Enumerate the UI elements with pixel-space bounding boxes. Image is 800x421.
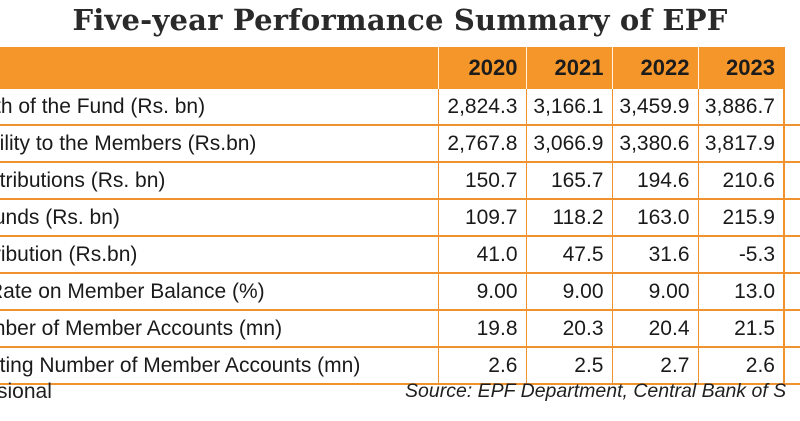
value-cell: 31.6 xyxy=(611,236,698,274)
value-cell: 3,380.6 xyxy=(611,125,698,163)
row-label-text: rth of the Fund (Rs. bn) xyxy=(0,94,206,118)
value-cell: 2.6 xyxy=(697,347,784,385)
value-cell: 20.4 xyxy=(611,310,698,348)
value-cell: 163.0 xyxy=(611,199,698,237)
header-cut-cell xyxy=(783,47,800,89)
value-cell: -5.3 xyxy=(697,236,784,274)
value-cell: 215.9 xyxy=(697,199,784,237)
value-cell: 3,066.9 xyxy=(525,125,612,163)
value-cell: 20.3 xyxy=(525,310,612,348)
table-row: tribution (Rs.bn) 41.0 47.5 31.6 -5.3 xyxy=(0,236,800,274)
row-label: rth of the Fund (Rs. bn) xyxy=(0,89,438,126)
year-header: 2020 xyxy=(437,47,526,89)
value-cell: 3,886.7 xyxy=(697,89,784,126)
value-cell: 3,817.9 xyxy=(697,125,784,163)
value-cell: 3,459.9 xyxy=(611,89,698,126)
value-cell: 109.7 xyxy=(437,199,526,237)
cut-cell xyxy=(783,273,800,311)
row-label-text: uting Number of Member Accounts (mn) xyxy=(0,353,361,377)
cut-cell xyxy=(783,310,800,348)
value-cell: 21.5 xyxy=(697,310,784,348)
value-cell: 2.7 xyxy=(611,347,698,385)
value-cell: 118.2 xyxy=(525,199,612,237)
row-label-text: tribution (Rs.bn) xyxy=(0,242,138,266)
year-header: 2021 xyxy=(525,47,612,89)
footnote: sional xyxy=(0,380,52,403)
cut-cell xyxy=(783,125,800,163)
row-label: Rate on Member Balance (%) xyxy=(0,273,438,311)
row-label: tribution (Rs.bn) xyxy=(0,236,438,274)
table-row: Rate on Member Balance (%) 9.00 9.00 9.00 13… xyxy=(0,273,800,311)
row-label: uting Number of Member Accounts (mn) xyxy=(0,347,438,385)
row-label: mber of Member Accounts (mn) xyxy=(0,310,438,348)
value-cell: 2,824.3 xyxy=(437,89,526,126)
header-label-cell xyxy=(0,47,438,89)
value-cell: 194.6 xyxy=(611,162,698,200)
row-label-text: Rate on Member Balance (%) xyxy=(0,279,265,303)
value-cell: 9.00 xyxy=(437,273,526,311)
value-cell: 2,767.8 xyxy=(437,125,526,163)
value-cell: 3,166.1 xyxy=(525,89,612,126)
year-header: 2022 xyxy=(611,47,698,89)
table-row: bility to the Members (Rs.bn) 2,767.8 3,06… xyxy=(0,125,800,163)
value-cell: 19.8 xyxy=(437,310,526,348)
row-label: bility to the Members (Rs.bn) xyxy=(0,125,438,163)
value-cell: 150.7 xyxy=(437,162,526,200)
table-row: mber of Member Accounts (mn) 19.8 20.3 20.4… xyxy=(0,310,800,348)
value-cell: 2.5 xyxy=(525,347,612,385)
cut-cell xyxy=(783,199,800,237)
value-cell: 9.00 xyxy=(525,273,612,311)
row-label-text: funds (Rs. bn) xyxy=(0,205,120,229)
row-label-text: mber of Member Accounts (mn) xyxy=(0,316,283,340)
value-cell: 13.0 xyxy=(697,273,784,311)
row-label: funds (Rs. bn) xyxy=(0,199,438,237)
cut-cell xyxy=(783,89,800,126)
table-row: rth of the Fund (Rs. bn) 2,824.3 3,166.1 3,… xyxy=(0,89,800,126)
value-cell: 2.6 xyxy=(437,347,526,385)
value-cell: 165.7 xyxy=(525,162,612,200)
value-cell: 9.00 xyxy=(611,273,698,311)
row-label-text: bility to the Members (Rs.bn) xyxy=(0,131,257,155)
table-row: ntributions (Rs. bn) 150.7 165.7 194.6 210.6 xyxy=(0,162,800,200)
value-cell: 41.0 xyxy=(437,236,526,274)
table-row: funds (Rs. bn) 109.7 118.2 163.0 215.9 xyxy=(0,199,800,237)
table-header-row: 2020 2021 2022 2023 xyxy=(0,47,800,89)
value-cell: 210.6 xyxy=(697,162,784,200)
cut-cell xyxy=(783,162,800,200)
year-header: 2023 xyxy=(697,47,784,89)
source-note: Source: EPF Department, Central Bank of … xyxy=(405,380,787,402)
table-row: uting Number of Member Accounts (mn) 2.6 2… xyxy=(0,347,800,385)
value-cell: 47.5 xyxy=(525,236,612,274)
page-title: Five-year Performance Summary of EPF xyxy=(72,3,728,37)
cut-cell xyxy=(783,347,800,385)
performance-table: 2020 2021 2022 2023 rth of the Fund (Rs.… xyxy=(0,47,800,385)
table-body: 2020 2021 2022 2023 rth of the Fund (Rs.… xyxy=(0,47,800,385)
row-label-text: ntributions (Rs. bn) xyxy=(0,168,166,192)
row-label: ntributions (Rs. bn) xyxy=(0,162,438,200)
cut-cell xyxy=(783,236,800,274)
